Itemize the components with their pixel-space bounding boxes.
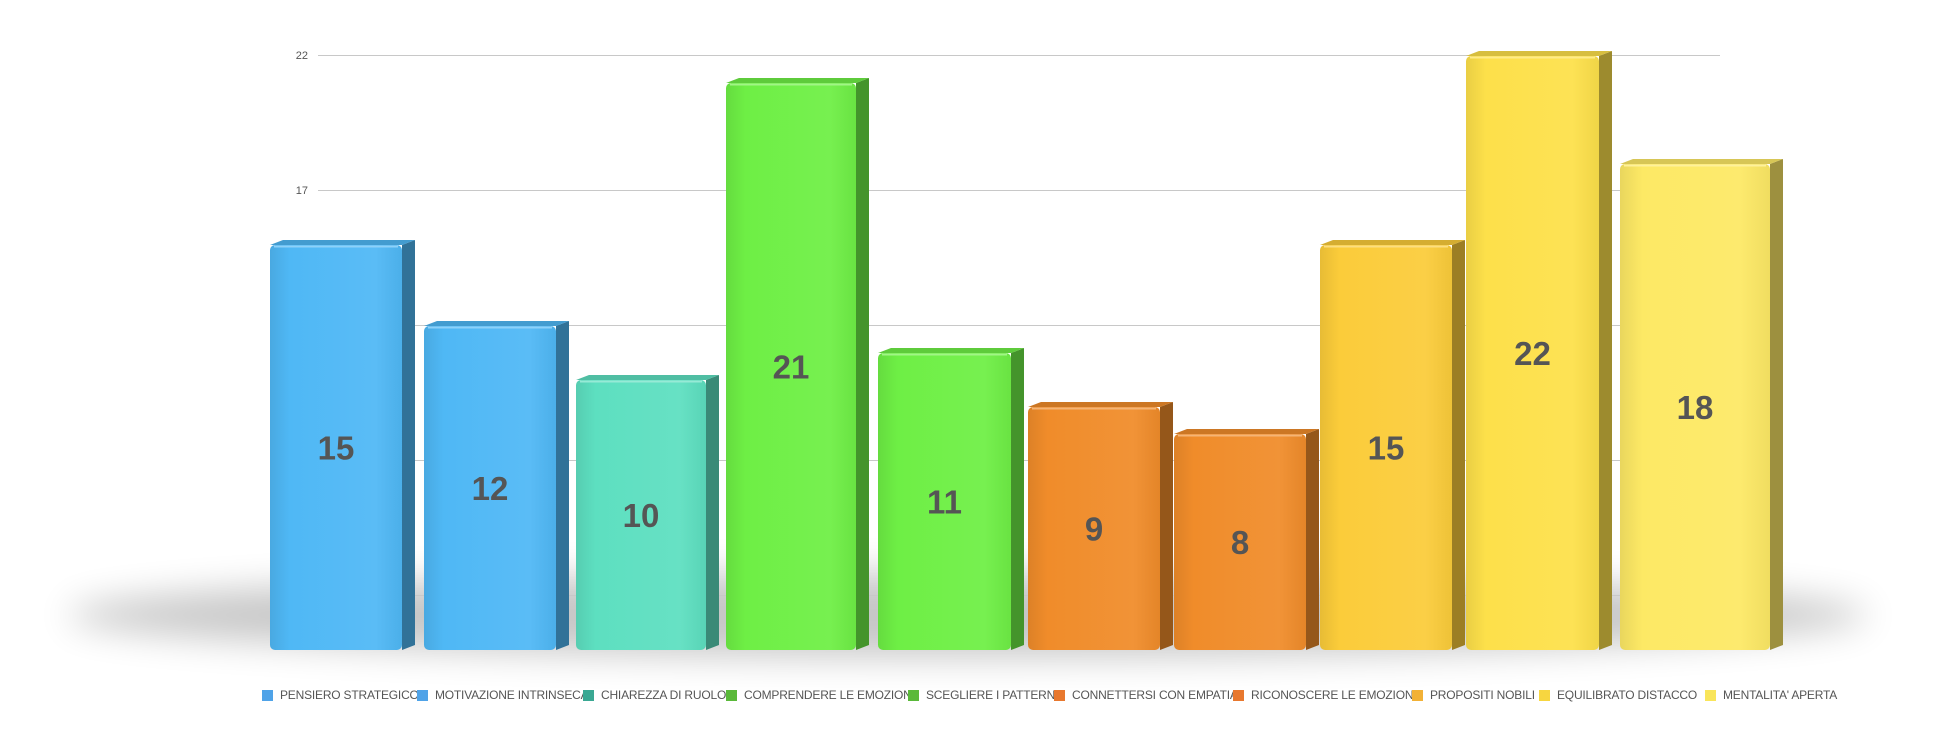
bar-data-label: 21 (773, 349, 810, 386)
bar-1: 15 (270, 240, 415, 650)
bar-top-face (1466, 51, 1612, 56)
bar-3: 10 (576, 375, 719, 650)
bar-side-face (706, 375, 719, 650)
bar-top-face (1028, 402, 1173, 407)
bar-side-face (1011, 348, 1024, 650)
bar-front-face (270, 245, 402, 650)
bar-data-label: 10 (623, 497, 660, 534)
legend-item: CHIAREZZA DI RUOLO (583, 685, 726, 705)
bar-data-label: 15 (318, 430, 355, 467)
bar-front-face (1174, 434, 1306, 650)
bar-front-face (576, 380, 706, 650)
legend-swatch (1233, 689, 1244, 701)
legend-item: MENTALITA' APERTA (1705, 685, 1837, 705)
bar-2: 12 (424, 321, 569, 650)
legend-swatch (583, 689, 594, 701)
bar-side-face (402, 240, 415, 650)
legend-item: SCEGLIERE I PATTERN (908, 685, 1055, 705)
legend-swatch (726, 689, 737, 701)
bar-10: 18 (1620, 159, 1783, 650)
legend-swatch (1054, 689, 1065, 701)
bar-top-face (424, 321, 569, 326)
legend-swatch (1412, 689, 1423, 701)
legend-swatch (908, 689, 919, 701)
bar-side-face (1306, 429, 1319, 650)
legend-swatch (1539, 689, 1550, 701)
legend-item: CONNETTERSI CON EMPATIA (1054, 685, 1238, 705)
bar-front-face (878, 353, 1011, 650)
bar-front-face (1466, 56, 1599, 650)
bar-data-label: 18 (1677, 389, 1714, 426)
bar-data-label: 11 (927, 484, 962, 521)
legend-label: MENTALITA' APERTA (1723, 688, 1838, 702)
legend-swatch (417, 689, 428, 701)
bar-data-label: 15 (1368, 430, 1405, 467)
bar-6: 9 (1028, 402, 1173, 650)
y-tick-label: 22 (296, 50, 308, 62)
legend-label: EQUILIBRATO DISTACCO (1557, 688, 1698, 702)
legend-label: COMPRENDERE LE EMOZIONI (744, 688, 915, 702)
legend-label: CONNETTERSI CON EMPATIA (1072, 688, 1238, 702)
bar-top-face (270, 240, 415, 245)
chart-legend: PENSIERO STRATEGICO MOTIVAZIONE INTRINSEC… (262, 685, 1922, 705)
bar-front-face (1028, 407, 1160, 650)
bar-side-face (1160, 402, 1173, 650)
bar-top-face (1620, 159, 1783, 164)
bar-top-face (726, 78, 869, 83)
bar-side-face (1599, 51, 1612, 650)
bar-7: 8 (1174, 429, 1319, 650)
legend-item: EQUILIBRATO DISTACCO (1539, 685, 1697, 705)
bar-4: 21 (726, 78, 869, 650)
bar-side-face (856, 78, 869, 650)
legend-label: CHIAREZZA DI RUOLO (601, 688, 727, 702)
legend-label: PENSIERO STRATEGICO (280, 688, 419, 702)
legend-label: RICONOSCERE LE EMOZIONI (1251, 688, 1417, 702)
legend-label: SCEGLIERE I PATTERN (926, 688, 1056, 702)
legend-item: MOTIVAZIONE INTRINSECA (417, 685, 589, 705)
bar-top-face (878, 348, 1024, 353)
legend-item: RICONOSCERE LE EMOZIONI (1233, 685, 1417, 705)
bar-side-face (1770, 159, 1783, 650)
legend-label: PROPOSITI NOBILI (1430, 688, 1535, 702)
bar-top-face (1320, 240, 1465, 245)
bar-top-face (1174, 429, 1319, 434)
bar-5: 11 (878, 348, 1024, 650)
bar-front-face (424, 326, 556, 650)
bar-side-face (556, 321, 569, 650)
bar-front-face (726, 83, 856, 650)
legend-item: COMPRENDERE LE EMOZIONI (726, 685, 915, 705)
bar-9: 22 (1466, 51, 1612, 650)
bar-front-face (1320, 245, 1452, 650)
bar-data-label: 22 (1514, 335, 1551, 372)
bar-top-face (576, 375, 719, 380)
bar-front-face (1620, 164, 1770, 650)
legend-item: PROPOSITI NOBILI (1412, 685, 1535, 705)
bar-data-label: 8 (1231, 524, 1249, 561)
legend-swatch (262, 689, 273, 701)
bar-8: 15 (1320, 240, 1465, 650)
bar-side-face (1452, 240, 1465, 650)
legend-item: PENSIERO STRATEGICO (262, 685, 419, 705)
bar-data-label: 9 (1085, 511, 1103, 548)
bar-data-label: 12 (472, 470, 509, 507)
legend-label: MOTIVAZIONE INTRINSECA (435, 688, 589, 702)
legend-swatch (1705, 689, 1716, 701)
y-tick-label: 17 (296, 185, 308, 197)
